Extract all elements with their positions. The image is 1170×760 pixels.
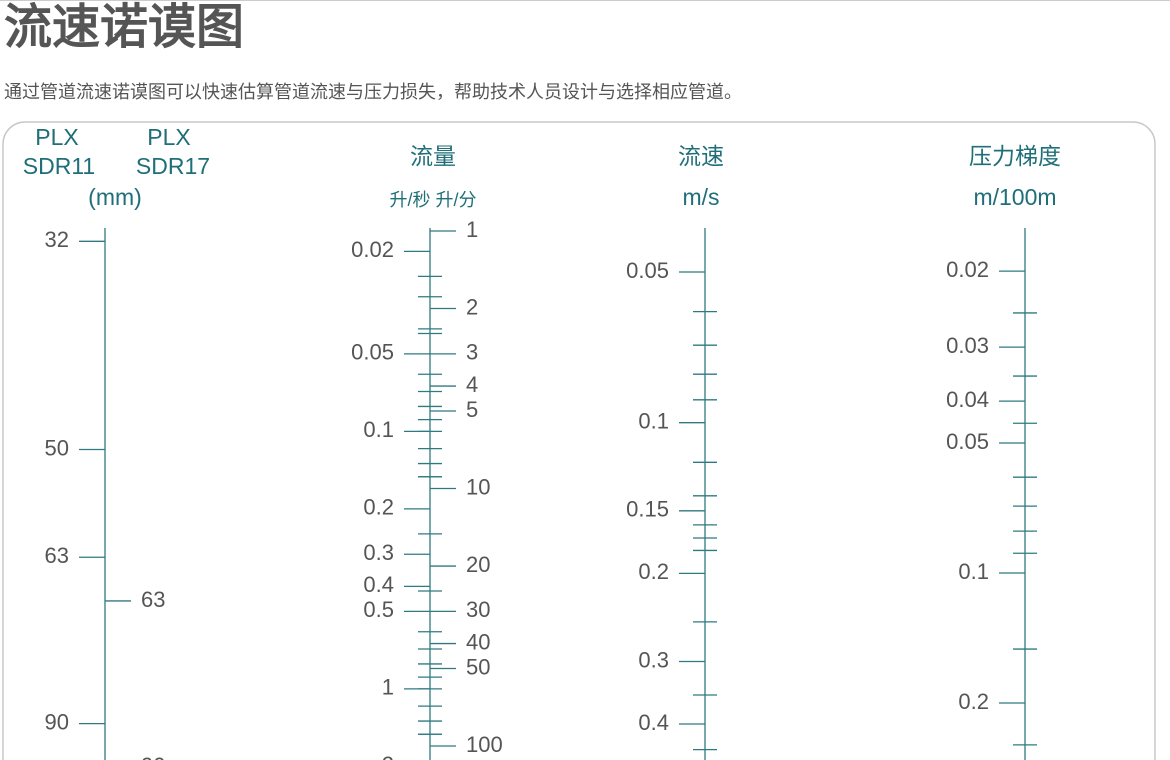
- title: 流速诺谟图: [4, 0, 244, 55]
- tick-label: 30: [466, 597, 490, 622]
- tick-label: 1: [382, 675, 394, 700]
- subtitle: 通过管道流速诺谟图可以快速估算管道流速与压力损失，帮助技术人员设计与选择相应管道…: [4, 82, 742, 103]
- tick-label: 0.03: [946, 333, 989, 358]
- tick-label: 100: [466, 732, 503, 757]
- tick-label: 0.15: [626, 497, 669, 522]
- heading: PLX: [147, 124, 190, 150]
- tick-label: 4: [466, 372, 478, 397]
- tick-label: 0.2: [363, 495, 394, 520]
- tick-label: 63: [141, 587, 165, 612]
- tick-label: 63: [45, 543, 69, 568]
- tick-label: 0.04: [946, 387, 989, 412]
- heading: 压力梯度: [969, 143, 1061, 169]
- tick-label: 0.1: [638, 409, 669, 434]
- tick-label: 0.3: [363, 540, 394, 565]
- tick-label: 0.05: [946, 429, 989, 454]
- tick-label: 3: [466, 340, 478, 365]
- tick-label: 50: [466, 654, 490, 679]
- tick-label: 2: [466, 294, 478, 319]
- tick-label: 5: [466, 397, 478, 422]
- tick-label: 90: [45, 709, 69, 734]
- tick-label: 0.02: [351, 237, 394, 262]
- tick-label: 20: [466, 552, 490, 577]
- heading: SDR17: [136, 153, 210, 179]
- heading: 升/秒 升/分: [389, 190, 476, 210]
- tick-label: 0.3: [638, 647, 669, 672]
- tick-label: 50: [45, 435, 69, 460]
- tick-label: 0.2: [638, 559, 669, 584]
- tick-label: 0.02: [946, 257, 989, 282]
- heading: 流速: [678, 143, 724, 169]
- tick-label: 32: [45, 227, 69, 252]
- heading: 流量: [410, 143, 456, 169]
- tick-label: 0.2: [958, 689, 989, 714]
- heading: m/100m: [973, 184, 1056, 210]
- tick-label: 0.4: [363, 572, 394, 597]
- tick-label: 0.5: [363, 597, 394, 622]
- tick-label: 2: [382, 752, 394, 760]
- tick-label: 0.1: [363, 417, 394, 442]
- heading: m/s: [682, 184, 719, 210]
- heading: SDR11: [23, 153, 95, 179]
- heading: (mm): [88, 184, 142, 210]
- panel: [2, 121, 1156, 760]
- tick-label: 0.1: [958, 559, 989, 584]
- tick-label: 90: [141, 753, 165, 760]
- tick-label: 1: [466, 217, 478, 242]
- tick-label: 10: [466, 474, 490, 499]
- tick-label: 40: [466, 629, 490, 654]
- heading: PLX: [35, 124, 78, 150]
- tick-label: 0.05: [351, 340, 394, 365]
- tick-label: 0.05: [626, 258, 669, 283]
- tick-label: 0.4: [638, 710, 669, 735]
